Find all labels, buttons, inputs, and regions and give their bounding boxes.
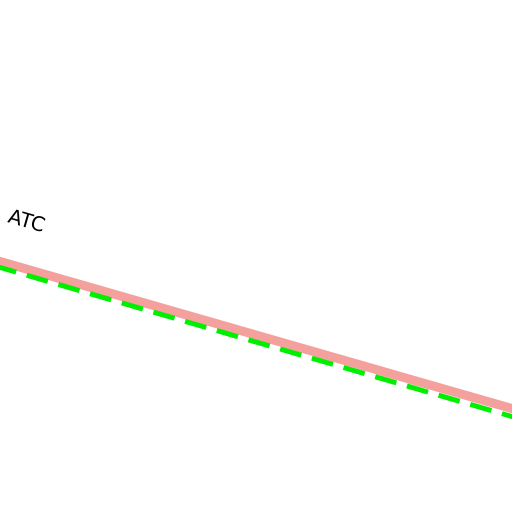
road <box>0 256 512 414</box>
route-overlay <box>0 264 512 420</box>
